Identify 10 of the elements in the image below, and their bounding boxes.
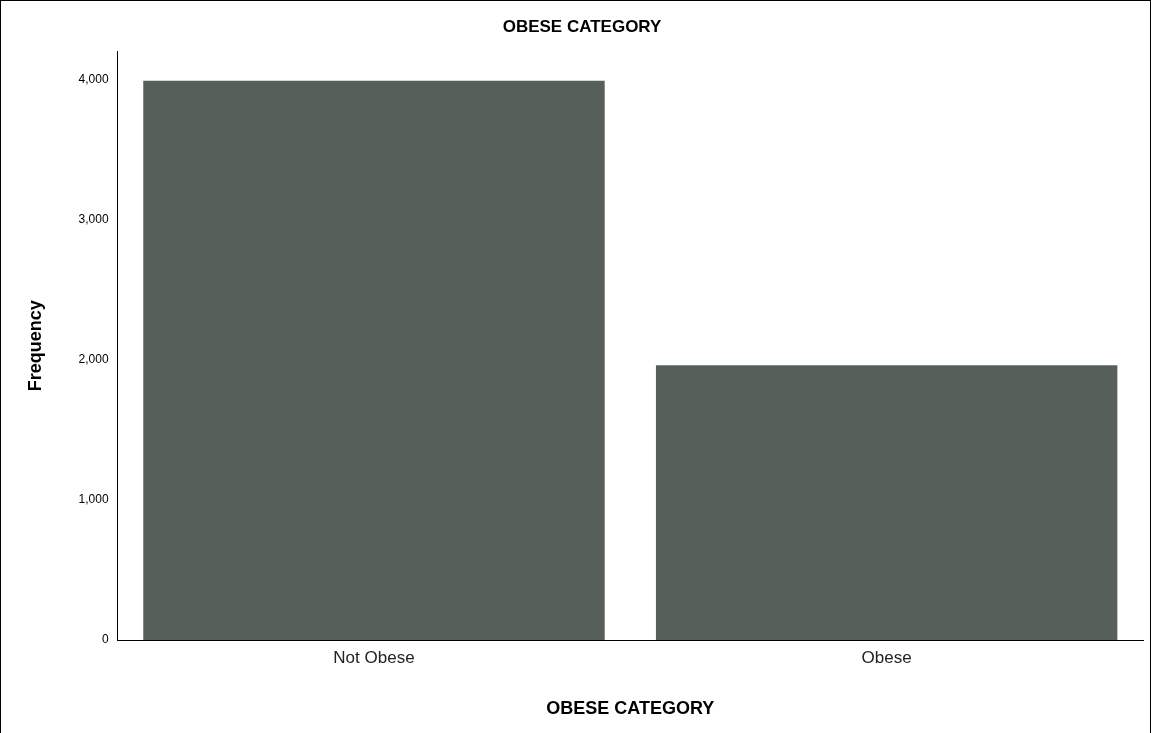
x-tick-label: Not Obese: [333, 647, 415, 667]
x-axis-title: OBESE CATEGORY: [546, 698, 715, 719]
x-tick-label: Obese: [861, 647, 912, 667]
chart-title: OBESE CATEGORY: [502, 16, 662, 36]
y-tick-label: 0: [101, 632, 109, 647]
y-tick-label: 3,000: [78, 211, 109, 226]
y-tick-label: 4,000: [78, 71, 109, 86]
y-tick-label: 2,000: [78, 352, 109, 367]
y-axis-title: Frequency: [24, 300, 45, 392]
y-tick-label: 1,000: [78, 492, 109, 507]
